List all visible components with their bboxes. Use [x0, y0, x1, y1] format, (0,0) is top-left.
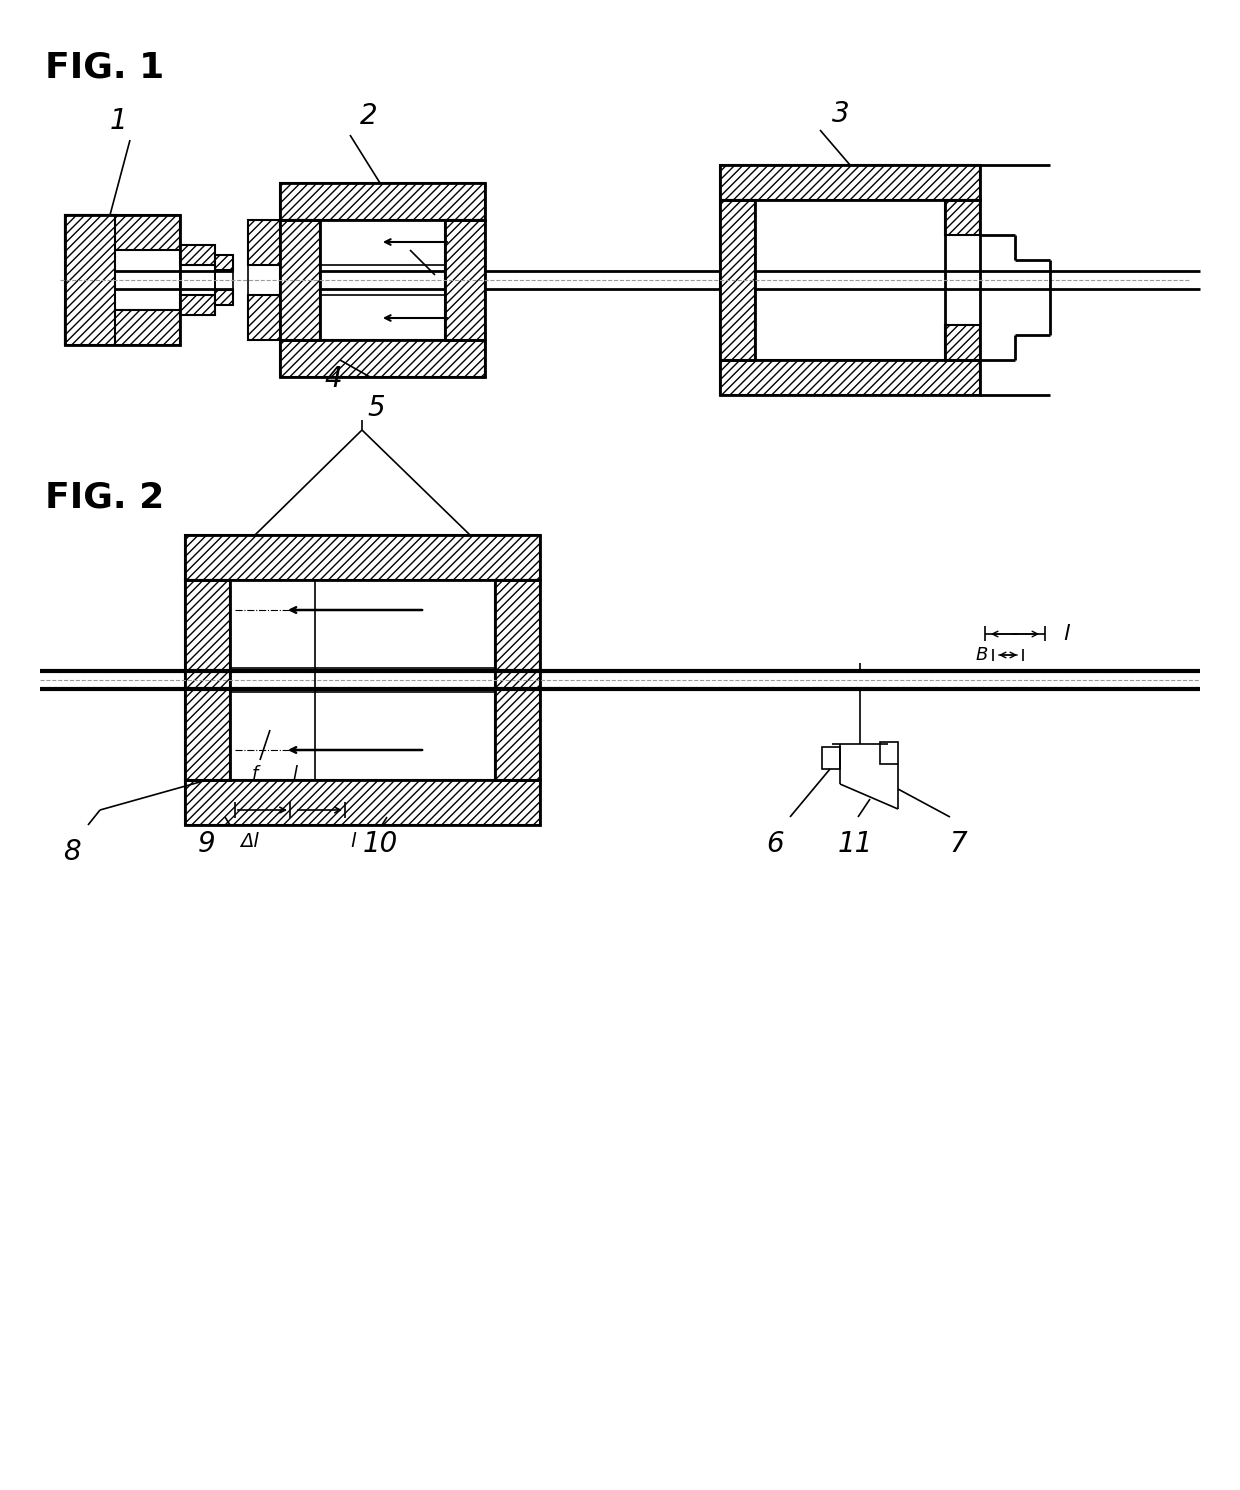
Text: 2: 2	[360, 101, 378, 130]
Bar	[185, 535, 539, 580]
Text: 5: 5	[367, 393, 384, 422]
Bar	[445, 221, 485, 340]
Bar	[945, 325, 980, 361]
Bar	[215, 255, 233, 270]
Bar	[720, 361, 980, 395]
Bar	[280, 221, 320, 340]
Bar	[495, 580, 539, 779]
Bar	[64, 310, 180, 346]
Bar	[215, 255, 233, 305]
Bar	[280, 221, 320, 340]
Bar	[720, 200, 755, 361]
Bar	[185, 580, 229, 779]
Bar	[945, 200, 980, 235]
Bar	[64, 215, 115, 346]
Text: l: l	[350, 831, 356, 851]
Bar	[185, 535, 539, 580]
Text: B: B	[976, 647, 988, 665]
Bar	[280, 340, 485, 377]
Bar	[822, 746, 839, 769]
Bar	[180, 295, 215, 314]
Bar	[248, 221, 280, 265]
Bar	[495, 580, 539, 779]
Bar	[945, 200, 980, 361]
Bar	[280, 340, 485, 377]
Bar	[445, 221, 485, 340]
Text: 11: 11	[837, 830, 873, 858]
Text: 1: 1	[109, 107, 126, 136]
Bar	[64, 215, 180, 250]
Bar	[720, 165, 980, 200]
Text: 8: 8	[63, 837, 81, 866]
Text: l: l	[293, 764, 298, 784]
Text: FIG. 2: FIG. 2	[45, 480, 164, 514]
Text: Δl: Δl	[241, 831, 259, 851]
Bar	[720, 361, 980, 395]
Text: 7: 7	[949, 830, 967, 858]
Text: 4: 4	[324, 365, 342, 393]
Text: 6: 6	[766, 830, 784, 858]
Bar	[280, 183, 485, 221]
Bar	[248, 295, 280, 340]
Bar	[64, 215, 180, 346]
Text: 9: 9	[198, 830, 216, 858]
Bar	[248, 221, 280, 340]
Bar	[180, 244, 215, 265]
Bar	[720, 165, 980, 200]
Bar	[185, 779, 539, 825]
Bar	[215, 291, 233, 305]
Text: FIG. 1: FIG. 1	[45, 51, 164, 83]
Bar	[185, 779, 539, 825]
Text: l: l	[1063, 624, 1069, 644]
Bar	[720, 200, 755, 361]
Bar	[880, 742, 898, 764]
Bar	[180, 244, 215, 314]
Bar	[185, 580, 229, 779]
Text: f: f	[252, 764, 258, 784]
Bar	[280, 183, 485, 221]
Text: 3: 3	[832, 100, 849, 128]
Text: 10: 10	[362, 830, 398, 858]
